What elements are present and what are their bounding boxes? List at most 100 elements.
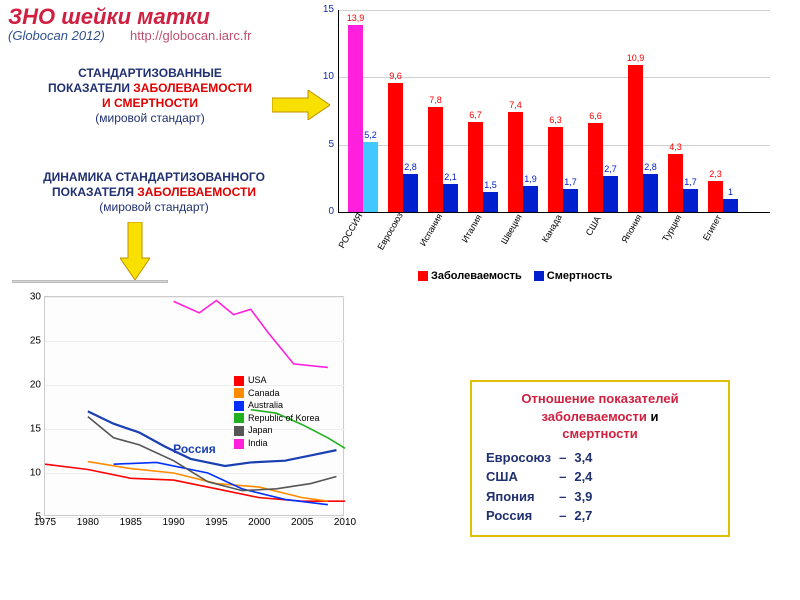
- bar: [468, 122, 483, 212]
- ratio-table: Евросоюз–3,4США–2,4 Япония–3,9Россия–2,7: [484, 447, 600, 527]
- underline-decor: [12, 280, 168, 283]
- line-legend-item: India: [234, 437, 320, 450]
- ratio-h2m: и: [647, 409, 659, 424]
- bar-group: 7,41,9Швеция: [506, 10, 546, 212]
- bar-value-label: 5,2: [364, 130, 377, 140]
- label1-line3: И СМЕРТНОСТИ: [20, 96, 280, 111]
- page-title: ЗНО шейки матки: [8, 4, 210, 30]
- ratio-row: Россия–2,7: [486, 507, 598, 525]
- bar-value-label: 7,4: [509, 100, 522, 110]
- bar-group: 6,62,7США: [586, 10, 626, 212]
- bar: [403, 174, 418, 212]
- bar-value-label: 6,3: [549, 115, 562, 125]
- label2-line2b: ЗАБОЛЕВАЕМОСТИ: [137, 185, 256, 199]
- bar-y-tick: 0: [312, 206, 334, 217]
- bar-legend-item: Заболеваемость: [418, 270, 522, 282]
- label2-line2: ПОКАЗАТЕЛЯ ЗАБОЛЕВАЕМОСТИ: [12, 185, 296, 200]
- bar: [603, 176, 618, 212]
- bar: [588, 123, 603, 212]
- bar-value-label: 7,8: [429, 95, 442, 105]
- bar-value-label: 2,8: [404, 162, 417, 172]
- bar-chart: 05101513,95,2РОССИЯ9,62,8Евросоюз7,82,1И…: [338, 10, 770, 212]
- bar-category-label: Япония: [620, 213, 644, 245]
- bar-value-label: 1,5: [484, 180, 497, 190]
- bar: [708, 181, 723, 212]
- bar-value-label: 1,7: [564, 177, 577, 187]
- bar: [563, 189, 578, 212]
- bar: [683, 189, 698, 212]
- bar-group: 13,95,2РОССИЯ: [346, 10, 386, 212]
- ratio-row: США–2,4: [486, 468, 598, 486]
- line-x-tick: 2000: [248, 517, 270, 528]
- line-x-tick: 1975: [34, 517, 56, 528]
- ratio-h1: Отношение показателей: [521, 391, 678, 406]
- bar-value-label: 1: [728, 187, 733, 197]
- bar: [548, 127, 563, 212]
- bar-value-label: 2,1: [444, 172, 457, 182]
- line-x-tick: 1990: [162, 517, 184, 528]
- bar-group: 6,31,7Канада: [546, 10, 586, 212]
- bar-chart-legend: Заболеваемость Смертность: [418, 270, 624, 282]
- russia-label: Россия: [173, 442, 216, 456]
- line-x-tick: 2005: [291, 517, 313, 528]
- line-x-tick: 1980: [77, 517, 99, 528]
- source-url[interactable]: http://globocan.iarc.fr: [130, 28, 251, 43]
- bar: [668, 154, 683, 212]
- line-series: [174, 301, 328, 368]
- bar-value-label: 2,7: [604, 164, 617, 174]
- bar-category-label: Швеция: [499, 212, 524, 246]
- bar: [363, 142, 378, 212]
- bar-category-label: Египет: [701, 213, 724, 242]
- bar: [388, 83, 403, 212]
- ratio-header: Отношение показателей заболеваемости и с…: [484, 390, 716, 443]
- bar-group: 4,31,7Турция: [666, 10, 706, 212]
- bar-legend-item: Смертность: [534, 270, 613, 282]
- bar-group: 10,92,8Япония: [626, 10, 666, 212]
- bar: [628, 65, 643, 212]
- bar-value-label: 6,7: [469, 110, 482, 120]
- bar-category-label: США: [584, 214, 603, 237]
- label1-line1: СТАНДАРТИЗОВАННЫЕ: [20, 66, 280, 81]
- bar-value-label: 2,3: [709, 169, 722, 179]
- bar: [428, 107, 443, 212]
- line-y-tick: 25: [30, 336, 41, 347]
- bar-group: 7,82,1Испания: [426, 10, 466, 212]
- arrow-right-icon: [272, 90, 330, 120]
- bar: [443, 184, 458, 212]
- arrow-down-icon: [120, 222, 150, 280]
- bar-category-label: Турция: [660, 213, 683, 244]
- line-chart-legend: USACanadaAustraliaRepublic of KoreaJapan…: [234, 374, 320, 450]
- bar-value-label: 4,3: [669, 142, 682, 152]
- ratio-row: Япония–3,9: [486, 488, 598, 506]
- bar-category-label: Испания: [418, 212, 445, 248]
- bar-category-label: РОССИЯ: [336, 211, 364, 250]
- line-y-tick: 30: [30, 292, 41, 303]
- label-dynamics: ДИНАМИКА СТАНДАРТИЗОВАННОГО ПОКАЗАТЕЛЯ З…: [12, 170, 296, 215]
- bar-value-label: 1,9: [524, 174, 537, 184]
- bar-value-label: 9,6: [389, 71, 402, 81]
- bar-y-tick: 5: [312, 139, 334, 150]
- bar-value-label: 2,8: [644, 162, 657, 172]
- bar: [348, 25, 363, 212]
- bar-y-tick: 10: [312, 71, 334, 82]
- label1-line2b: ЗАБОЛЕВАЕМОСТИ: [133, 81, 252, 95]
- line-y-tick: 10: [30, 468, 41, 479]
- ratio-h2a: заболеваемости: [541, 409, 646, 424]
- bar-group: 2,31Египет: [706, 10, 746, 212]
- bar: [643, 174, 658, 212]
- bar-value-label: 13,9: [347, 13, 365, 23]
- line-legend-item: Republic of Korea: [234, 412, 320, 425]
- ratio-box: Отношение показателей заболеваемости и с…: [470, 380, 730, 537]
- bar-y-axis: [338, 10, 339, 212]
- bar-value-label: 10,9: [627, 53, 645, 63]
- bar-x-axis: [338, 212, 770, 213]
- bar-value-label: 1,7: [684, 177, 697, 187]
- line-legend-item: Australia: [234, 399, 320, 412]
- line-legend-item: USA: [234, 374, 320, 387]
- label1-line4: (мировой стандарт): [20, 111, 280, 126]
- label1-line2a: ПОКАЗАТЕЛИ: [48, 81, 133, 95]
- label2-line3: (мировой стандарт): [12, 200, 296, 215]
- line-legend-item: Canada: [234, 387, 320, 400]
- bar-y-tick: 15: [312, 4, 334, 15]
- ratio-row: Евросоюз–3,4: [486, 449, 598, 467]
